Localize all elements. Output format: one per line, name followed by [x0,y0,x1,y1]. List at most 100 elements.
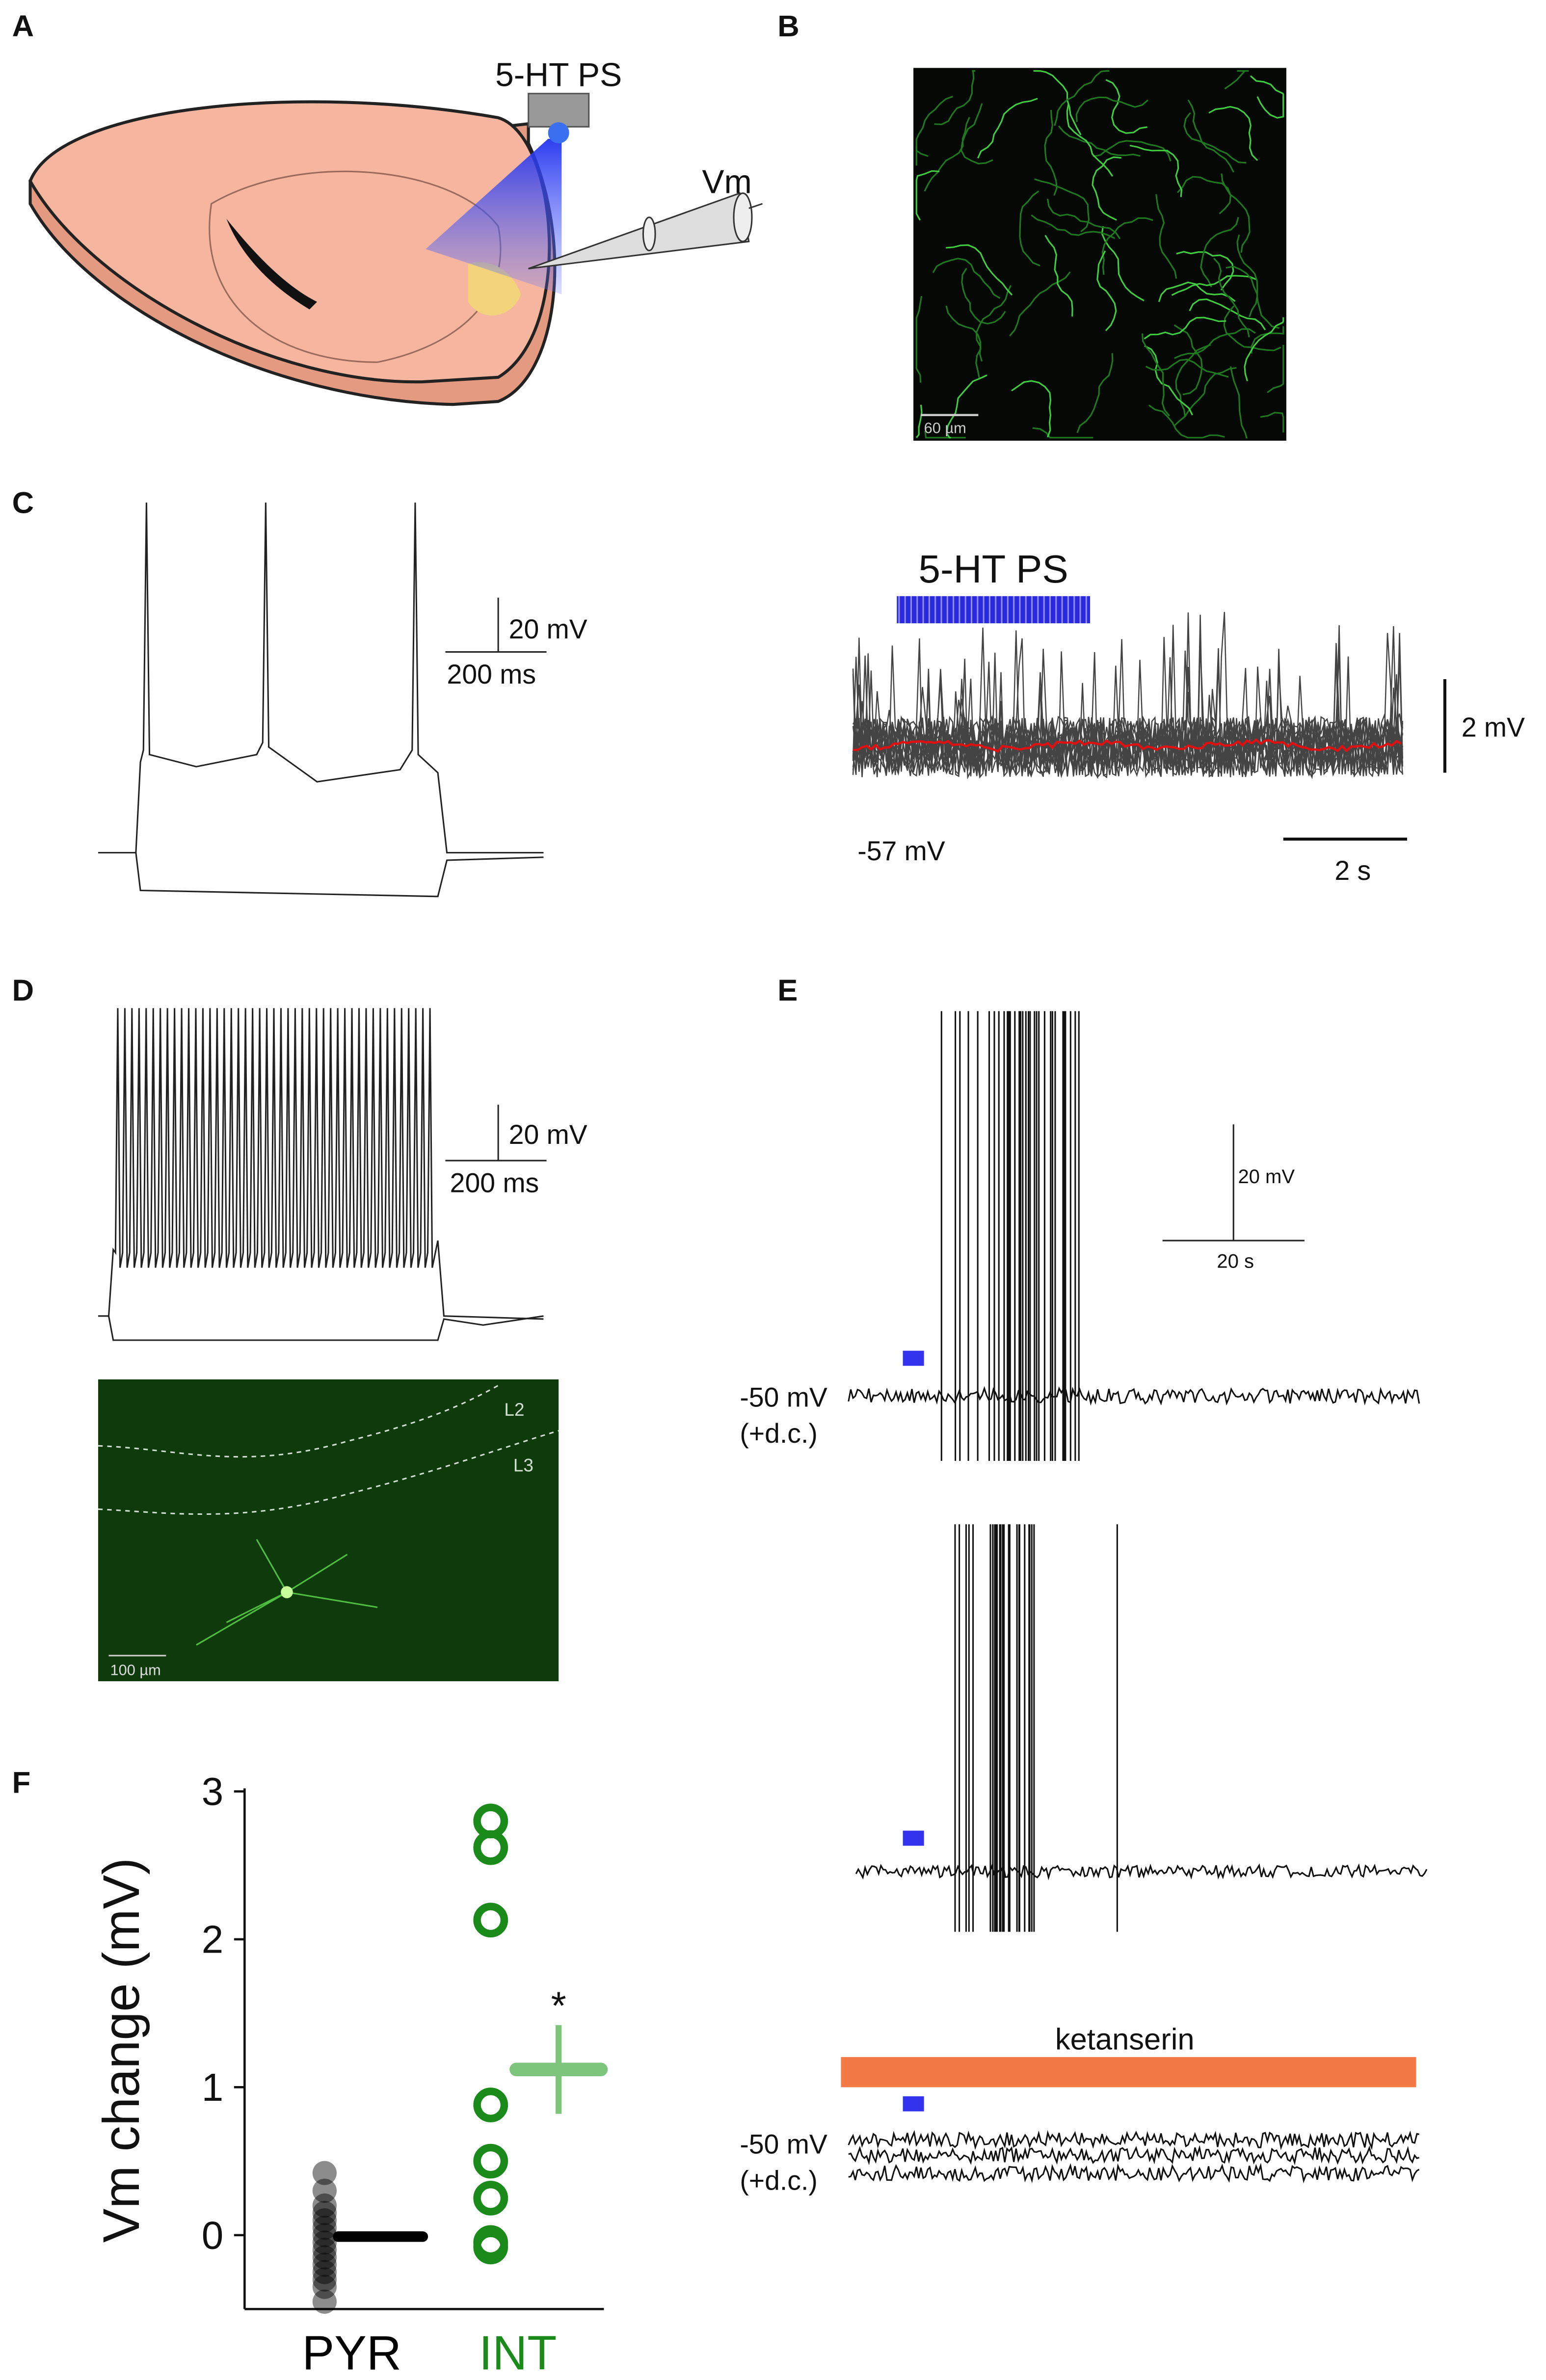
drug-label: ketanserin [1055,2022,1195,2056]
fiber [1032,427,1093,439]
panel-label: C [12,486,34,520]
fiber [1213,258,1250,338]
stim [903,1350,924,1366]
y-tick-label: 3 [202,1770,223,1813]
fiber [915,170,940,221]
scale-label: 60 µm [924,420,966,437]
fiber [1224,70,1249,90]
fiber [1200,217,1239,288]
fiber [1148,404,1225,439]
x-tick-label: INT [479,2326,557,2380]
fiber [945,305,982,378]
fiber [932,258,1001,299]
fiber [1208,106,1258,161]
fiber [1260,412,1284,433]
trace [848,2163,1420,2184]
fiber [1144,317,1226,340]
trace [852,614,1403,777]
light-cone [426,138,562,294]
layer-label: L2 [504,1400,524,1420]
fiber [916,404,923,438]
fiber [1175,344,1211,418]
fiber [1047,198,1121,239]
scale-bar [1162,1124,1305,1242]
point [312,2216,337,2240]
fiber [1189,298,1266,331]
point [312,2238,337,2262]
fiber [1171,275,1257,296]
micrograph [98,1379,559,1682]
fiber [1034,178,1090,233]
holding-label: (+d.c.) [740,1418,817,1449]
scale-bar [445,597,547,653]
scale-label: 20 mV [1238,1166,1295,1188]
fibers [915,70,1284,439]
point [312,2260,337,2284]
x-tick-label: PYR [302,2326,401,2380]
fiber [1009,271,1071,337]
fiber [1093,140,1172,161]
point [312,2230,337,2255]
electrode [528,192,763,269]
point [473,2181,508,2216]
traces [848,1011,1428,2184]
fiber [1267,344,1284,394]
fiber [1183,112,1247,164]
micrograph [913,68,1286,441]
fiber [1031,214,1116,239]
point [473,2229,508,2265]
fiber [1096,250,1117,331]
chart: 0 1 2 3 Vm change (mV) PYR INT * [93,1770,608,2380]
annotation: * [551,1983,566,2027]
fiber [1054,70,1110,126]
stim-label: 5-HT PS [919,547,1068,591]
trace [98,502,544,898]
point [312,2161,337,2185]
neuron [196,1539,378,1646]
mean-trace [853,738,1402,753]
stim [903,1830,924,1846]
point [312,2193,337,2218]
point [312,2178,337,2203]
lamp [528,93,590,128]
stim-bar [897,596,1090,624]
trace [855,1524,1428,1932]
lamp-led [548,122,569,144]
fiber [1075,96,1148,122]
light-label: 5-HT PS [495,56,622,93]
point [312,2208,337,2233]
traces [852,612,1403,780]
fiber [1066,104,1114,177]
panel-label: D [12,974,34,1007]
point [312,2223,337,2248]
holding-label: -50 mV [740,2129,827,2160]
fiber [915,96,953,152]
scale-label: 20 s [1217,1250,1254,1272]
fiber [1105,79,1147,134]
fiber [1223,305,1281,351]
fiber [1251,326,1284,354]
scale-label: 200 ms [450,1168,539,1198]
point [473,2088,508,2122]
trace [848,2145,1420,2166]
panel-label: F [12,1766,31,1800]
fiber [961,267,1006,325]
fiber [1044,109,1058,196]
fiber [1033,70,1082,135]
fiber [1229,366,1248,439]
soma [281,1586,293,1598]
fiber [1101,217,1153,275]
fiber [1256,96,1284,119]
fiber [1076,353,1114,433]
layer-boundary [98,1384,559,1515]
fiber [1236,234,1258,317]
trace [848,1011,1420,1461]
point [312,2267,337,2292]
scale-label: 200 ms [447,659,536,689]
y-axis-label: Vm change (mV) [93,1858,150,2243]
holding-label: -50 mV [740,1382,827,1412]
fiber [1221,173,1251,253]
stim [903,2096,924,2112]
